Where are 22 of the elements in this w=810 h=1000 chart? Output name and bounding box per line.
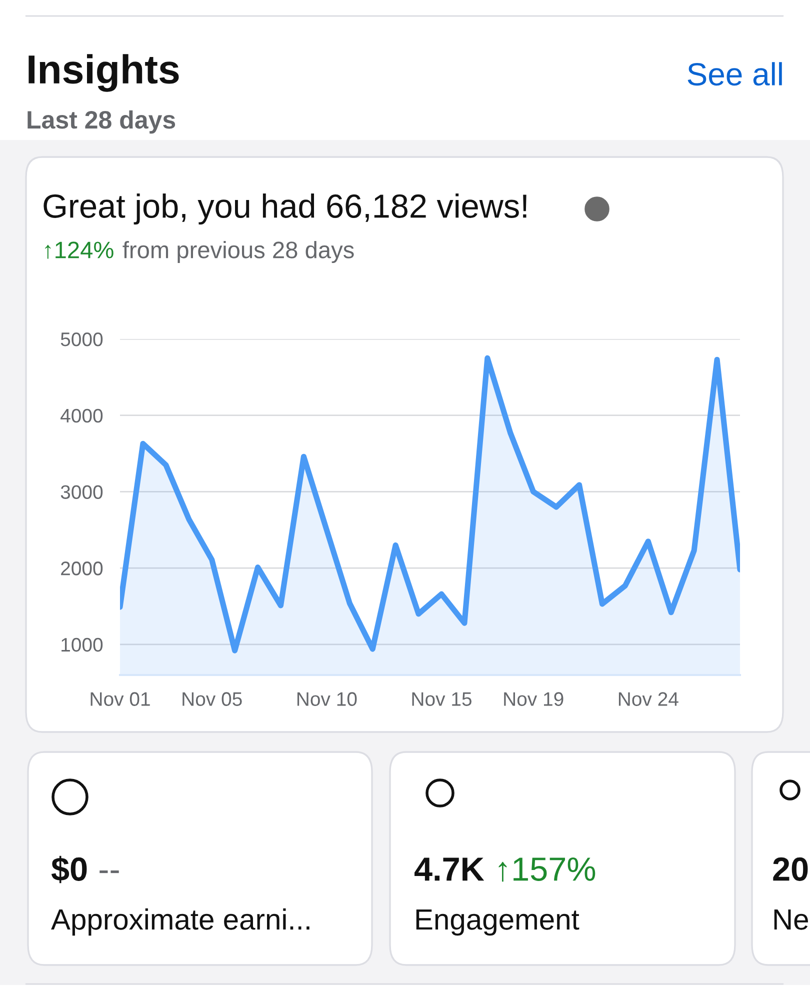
y-tick-label: 1000 [62,638,103,652]
x-tick-label: Nov 19 [504,692,564,706]
text: 20 [773,857,808,881]
text: Engagement [416,909,580,936]
x-tick-label: Nov 15 [412,692,472,706]
chart-subtitle: ↑124% from previous 28 days [45,240,354,264]
text: Approximate earni... [51,908,310,936]
x-tick-label: Nov 24 [618,692,678,706]
chart-title: Great job, you had 66,182 views! [44,193,526,225]
x-tick-label: Nov 01 [90,692,150,706]
y-tick-label: 5000 [60,332,103,346]
text: See all [688,62,782,86]
text: Insights [28,54,179,92]
x-tick-label: Nov 05 [182,692,242,706]
y-tick-label: 4000 [60,408,103,423]
text: $0 -- [51,856,119,884]
text: Ne [774,909,808,930]
text: 4.7K ↑157% [414,857,596,882]
x-tick-label: Nov 10 [297,692,357,706]
y-tick-label: 2000 [61,562,103,576]
y-tick-label: 3000 [60,485,103,499]
text: Last 28 days [28,110,176,134]
